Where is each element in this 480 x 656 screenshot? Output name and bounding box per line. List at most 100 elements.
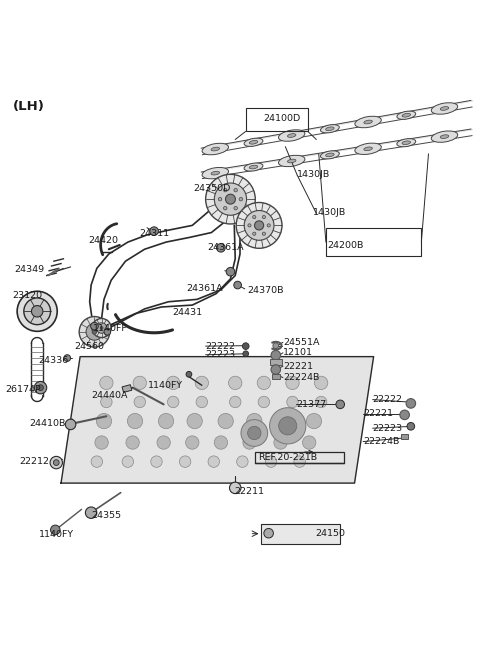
Circle shape [218, 197, 222, 201]
Ellipse shape [288, 134, 296, 137]
Circle shape [126, 436, 139, 449]
Circle shape [226, 268, 235, 276]
Ellipse shape [321, 151, 339, 159]
Circle shape [247, 413, 262, 428]
Circle shape [264, 529, 274, 538]
Ellipse shape [364, 147, 372, 151]
Text: 24311: 24311 [140, 229, 170, 238]
Circle shape [151, 456, 162, 467]
Text: 24349: 24349 [15, 265, 45, 274]
Circle shape [167, 376, 180, 390]
Text: 22224B: 22224B [283, 373, 319, 382]
Circle shape [294, 456, 305, 467]
Circle shape [229, 482, 241, 493]
Circle shape [150, 227, 158, 236]
Ellipse shape [432, 103, 458, 114]
Circle shape [64, 355, 71, 361]
Text: 22221: 22221 [363, 409, 393, 419]
Text: 24100D: 24100D [263, 113, 300, 123]
Circle shape [244, 211, 274, 240]
Text: 24410B: 24410B [29, 419, 65, 428]
Circle shape [243, 351, 249, 357]
Circle shape [215, 183, 247, 215]
Circle shape [50, 525, 60, 535]
Circle shape [85, 507, 97, 518]
Circle shape [17, 291, 57, 331]
Circle shape [187, 413, 202, 428]
Text: 23120: 23120 [12, 291, 42, 300]
Circle shape [243, 436, 256, 449]
Circle shape [257, 376, 271, 390]
Ellipse shape [355, 116, 381, 128]
Circle shape [258, 396, 270, 407]
Ellipse shape [211, 147, 219, 151]
Circle shape [96, 323, 107, 333]
Circle shape [92, 318, 111, 338]
Circle shape [216, 243, 225, 252]
Ellipse shape [278, 130, 305, 141]
Text: 21377: 21377 [296, 400, 326, 409]
Ellipse shape [321, 125, 339, 133]
Circle shape [122, 456, 133, 467]
Circle shape [196, 396, 207, 407]
Ellipse shape [211, 171, 219, 175]
Bar [122, 384, 132, 392]
Circle shape [186, 371, 192, 377]
Circle shape [314, 376, 328, 390]
Text: 1430JB: 1430JB [297, 170, 331, 179]
Text: 26174P: 26174P [5, 384, 41, 394]
Text: 12101: 12101 [283, 348, 313, 358]
Ellipse shape [397, 138, 416, 147]
Circle shape [306, 413, 322, 428]
Circle shape [134, 396, 145, 407]
Circle shape [234, 207, 238, 210]
Circle shape [234, 188, 238, 192]
Text: 24150: 24150 [315, 529, 346, 538]
Circle shape [50, 457, 62, 469]
Circle shape [271, 350, 281, 360]
Circle shape [265, 456, 277, 467]
Polygon shape [61, 357, 373, 483]
Circle shape [224, 188, 227, 192]
Ellipse shape [249, 165, 258, 169]
Ellipse shape [325, 127, 334, 131]
Circle shape [252, 215, 256, 218]
Text: REF.20-221B: REF.20-221B [258, 453, 317, 462]
Circle shape [239, 197, 242, 201]
Ellipse shape [244, 163, 263, 171]
Bar [270, 359, 281, 365]
Ellipse shape [278, 155, 305, 167]
Circle shape [214, 436, 228, 449]
Ellipse shape [440, 107, 449, 110]
Ellipse shape [431, 131, 458, 142]
Circle shape [234, 281, 241, 289]
Circle shape [236, 203, 282, 249]
Text: 24560: 24560 [74, 342, 105, 351]
Circle shape [336, 400, 345, 409]
Circle shape [96, 413, 112, 428]
Circle shape [104, 329, 111, 335]
Circle shape [101, 396, 112, 407]
Text: (LH): (LH) [13, 100, 45, 113]
Circle shape [407, 422, 415, 430]
Ellipse shape [402, 141, 410, 144]
Circle shape [91, 456, 103, 467]
Circle shape [237, 456, 248, 467]
Text: 24420: 24420 [88, 236, 118, 245]
Ellipse shape [364, 120, 372, 124]
Circle shape [53, 460, 59, 466]
Circle shape [133, 376, 146, 390]
Ellipse shape [202, 167, 228, 179]
Circle shape [302, 436, 316, 449]
Ellipse shape [440, 134, 449, 138]
Circle shape [287, 396, 298, 407]
Circle shape [400, 410, 409, 420]
Ellipse shape [355, 143, 381, 154]
Circle shape [100, 327, 103, 329]
Circle shape [127, 413, 143, 428]
Ellipse shape [397, 111, 416, 119]
Circle shape [34, 381, 47, 394]
Circle shape [205, 174, 255, 224]
Text: 24200B: 24200B [327, 241, 364, 251]
Text: 24370B: 24370B [248, 286, 284, 295]
